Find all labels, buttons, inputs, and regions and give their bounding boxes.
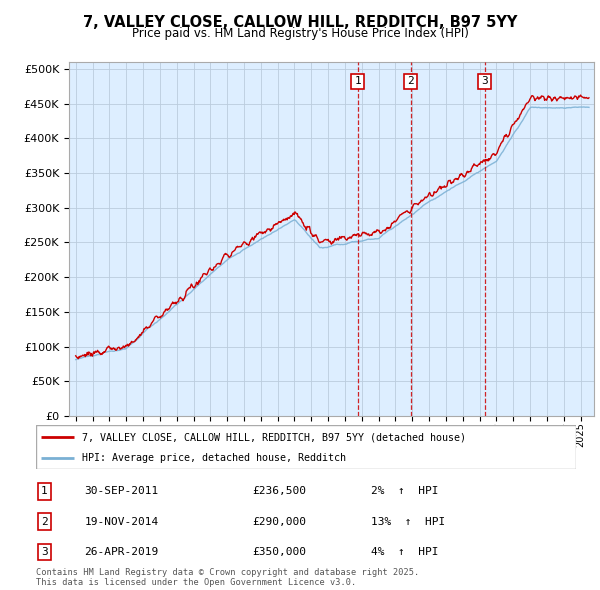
Text: £290,000: £290,000 [252,517,306,527]
Text: 3: 3 [41,547,47,557]
Text: 19-NOV-2014: 19-NOV-2014 [85,517,159,527]
Text: 2: 2 [41,517,47,527]
Text: 2%  ↑  HPI: 2% ↑ HPI [371,486,438,496]
Text: 1: 1 [41,486,47,496]
Text: Price paid vs. HM Land Registry's House Price Index (HPI): Price paid vs. HM Land Registry's House … [131,27,469,40]
Text: 13%  ↑  HPI: 13% ↑ HPI [371,517,445,527]
Text: Contains HM Land Registry data © Crown copyright and database right 2025.
This d: Contains HM Land Registry data © Crown c… [36,568,419,587]
Text: 7, VALLEY CLOSE, CALLOW HILL, REDDITCH, B97 5YY (detached house): 7, VALLEY CLOSE, CALLOW HILL, REDDITCH, … [82,432,466,442]
Text: 30-SEP-2011: 30-SEP-2011 [85,486,159,496]
Text: 2: 2 [407,76,414,86]
Text: £236,500: £236,500 [252,486,306,496]
Text: £350,000: £350,000 [252,547,306,557]
Text: 7, VALLEY CLOSE, CALLOW HILL, REDDITCH, B97 5YY: 7, VALLEY CLOSE, CALLOW HILL, REDDITCH, … [83,15,517,30]
Text: HPI: Average price, detached house, Redditch: HPI: Average price, detached house, Redd… [82,453,346,463]
Text: 1: 1 [354,76,361,86]
Text: 26-APR-2019: 26-APR-2019 [85,547,159,557]
Text: 3: 3 [481,76,488,86]
FancyBboxPatch shape [36,425,576,469]
Text: 4%  ↑  HPI: 4% ↑ HPI [371,547,438,557]
